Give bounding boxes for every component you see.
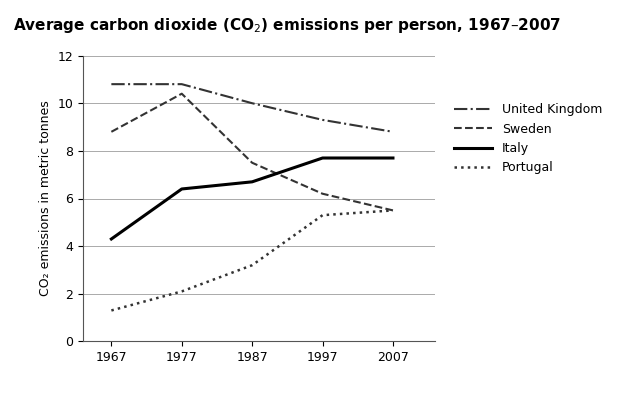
United Kingdom [108, 82, 115, 87]
Line: Portugal: Portugal [111, 210, 393, 310]
Portugal [389, 208, 397, 213]
Line: Sweden: Sweden [111, 94, 393, 210]
Italy [178, 187, 186, 191]
Line: Italy: Italy [111, 158, 393, 239]
United Kingdom [389, 129, 397, 134]
Sweden [178, 91, 186, 96]
Portugal [178, 289, 186, 294]
United Kingdom [248, 101, 256, 106]
Text: Average carbon dioxide (CO$_2$) emissions per person, 1967–2007: Average carbon dioxide (CO$_2$) emission… [13, 16, 561, 35]
Sweden [389, 208, 397, 213]
Line: United Kingdom: United Kingdom [111, 84, 393, 132]
Italy [248, 179, 256, 184]
Italy [319, 156, 326, 160]
Legend: United Kingdom, Sweden, Italy, Portugal: United Kingdom, Sweden, Italy, Portugal [449, 98, 607, 179]
Portugal [319, 213, 326, 218]
Italy [389, 156, 397, 160]
Sweden [248, 160, 256, 165]
Portugal [108, 308, 115, 313]
Sweden [108, 129, 115, 134]
Sweden [319, 191, 326, 196]
United Kingdom [178, 82, 186, 87]
Italy [108, 237, 115, 241]
United Kingdom [319, 118, 326, 122]
Portugal [248, 263, 256, 268]
Y-axis label: CO₂ emissions in metric tonnes: CO₂ emissions in metric tonnes [39, 100, 52, 297]
